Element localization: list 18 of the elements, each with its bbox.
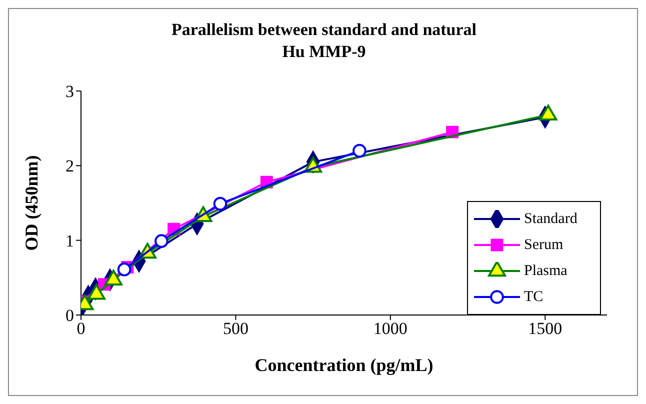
y-axis-title: OD (450nm) xyxy=(21,155,42,251)
y-tick-label: 3 xyxy=(66,82,74,102)
x-tick-label: 1000 xyxy=(373,319,408,338)
legend-label: Serum xyxy=(524,236,564,254)
x-axis-title: Concentration (pg/mL) xyxy=(254,355,434,375)
x-tick-label: 500 xyxy=(222,319,248,338)
legend-label: Plasma xyxy=(524,262,568,280)
y-tick-label: 2 xyxy=(66,156,74,176)
x-tick-label: 1500 xyxy=(528,319,562,338)
legend-label: TC xyxy=(524,288,544,306)
point xyxy=(352,144,366,158)
point xyxy=(213,196,228,211)
legend-label: Standard xyxy=(524,210,578,228)
y-tick-label: 1 xyxy=(66,231,74,250)
point xyxy=(117,262,132,276)
point xyxy=(154,234,168,248)
y-tick-label: 0 xyxy=(66,306,74,326)
chart-title: Parallelism between standard and natural Hu MMP-9 xyxy=(170,19,478,63)
